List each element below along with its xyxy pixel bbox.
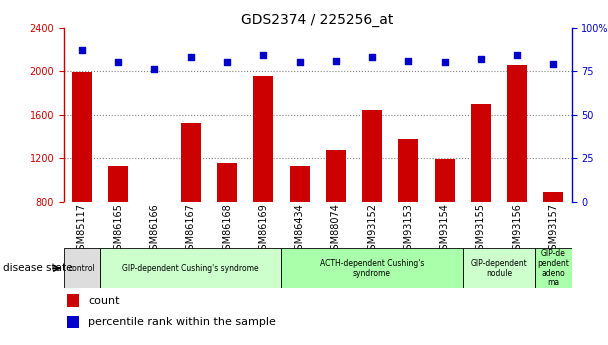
- Point: [513, 53, 522, 58]
- Bar: [435, 159, 455, 202]
- Point: [440, 60, 449, 65]
- Title: GDS2374 / 225256_at: GDS2374 / 225256_at: [241, 12, 394, 27]
- Text: GSM93155: GSM93155: [476, 203, 486, 256]
- Text: GSM93156: GSM93156: [512, 203, 522, 256]
- Point: [367, 55, 377, 60]
- Point: [258, 53, 268, 58]
- Text: GSM93152: GSM93152: [367, 203, 377, 256]
- Bar: [507, 65, 527, 202]
- Text: GSM86434: GSM86434: [294, 203, 305, 256]
- Point: [113, 60, 123, 65]
- Text: count: count: [88, 296, 120, 306]
- Point: [186, 55, 196, 60]
- Bar: [67, 294, 79, 307]
- Bar: [67, 316, 79, 328]
- Text: GIP-de
pendent
adeno
ma: GIP-de pendent adeno ma: [537, 249, 569, 287]
- Bar: [326, 150, 346, 202]
- Bar: [544, 192, 564, 202]
- Text: GSM86165: GSM86165: [113, 203, 123, 256]
- Bar: [217, 162, 237, 202]
- Text: GSM93154: GSM93154: [440, 203, 449, 256]
- Bar: [398, 139, 418, 202]
- Bar: [463, 248, 535, 288]
- Text: GIP-dependent Cushing's syndrome: GIP-dependent Cushing's syndrome: [122, 264, 259, 273]
- Bar: [362, 110, 382, 202]
- Text: GSM88074: GSM88074: [331, 203, 341, 256]
- Text: control: control: [69, 264, 95, 273]
- Text: GSM85117: GSM85117: [77, 203, 87, 256]
- Text: disease state: disease state: [3, 263, 72, 273]
- Bar: [535, 248, 572, 288]
- Point: [295, 60, 305, 65]
- Text: GSM93153: GSM93153: [403, 203, 413, 256]
- Point: [548, 61, 558, 67]
- Point: [150, 67, 159, 72]
- Bar: [282, 248, 463, 288]
- Bar: [181, 124, 201, 202]
- Text: GSM86166: GSM86166: [150, 203, 159, 256]
- Text: GIP-dependent
nodule: GIP-dependent nodule: [471, 259, 527, 278]
- Point: [476, 56, 486, 62]
- Text: GSM86169: GSM86169: [258, 203, 268, 256]
- Point: [222, 60, 232, 65]
- Bar: [471, 104, 491, 202]
- Bar: [64, 248, 100, 288]
- Bar: [145, 202, 165, 203]
- Bar: [289, 166, 309, 202]
- Text: percentile rank within the sample: percentile rank within the sample: [88, 317, 276, 327]
- Bar: [72, 72, 92, 202]
- Bar: [254, 76, 273, 202]
- Point: [77, 48, 87, 53]
- Point: [331, 58, 340, 63]
- Text: GSM86167: GSM86167: [186, 203, 196, 256]
- Text: ACTH-dependent Cushing's
syndrome: ACTH-dependent Cushing's syndrome: [320, 259, 424, 278]
- Bar: [100, 248, 282, 288]
- Bar: [108, 166, 128, 202]
- Text: GSM86168: GSM86168: [222, 203, 232, 256]
- Text: GSM93157: GSM93157: [548, 203, 558, 256]
- Point: [404, 58, 413, 63]
